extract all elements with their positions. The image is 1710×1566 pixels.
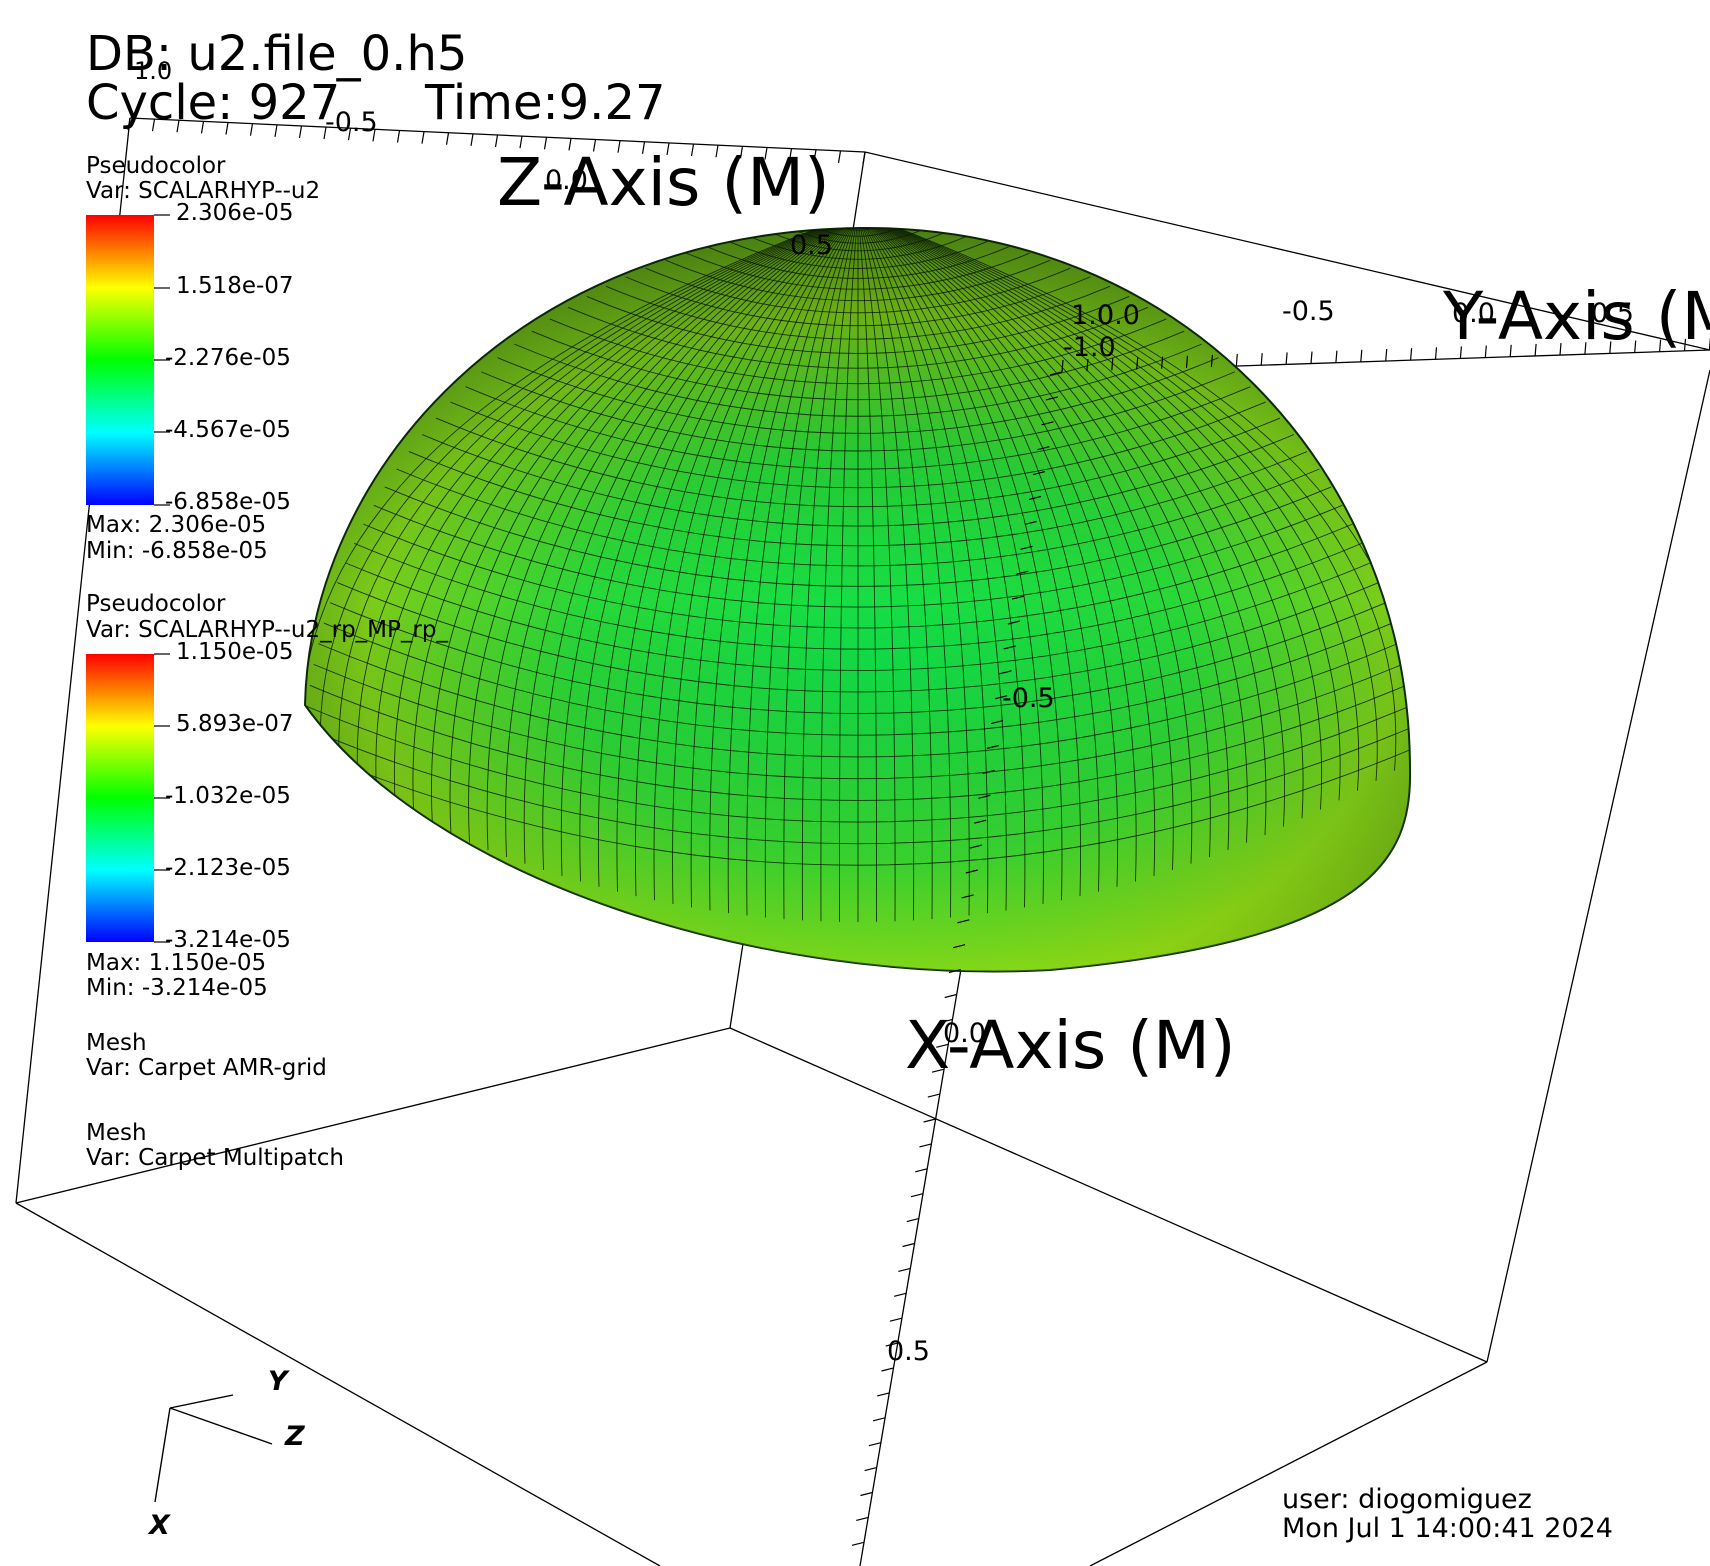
legend-2-title: Pseudocolor <box>86 591 226 617</box>
mesh-legend-1-var: Var: Carpet AMR-grid <box>86 1055 327 1081</box>
z-axis-title: Z-Axis (M) <box>497 144 830 221</box>
y-tick-label: 0.5 <box>1591 298 1634 329</box>
mesh-legend-2-title: Mesh <box>86 1120 147 1146</box>
y-tick-label: 0.0 <box>1452 298 1495 329</box>
cycle-label: Cycle: 927 <box>86 75 341 131</box>
colorbar-2 <box>86 654 154 942</box>
legend-2-var: Var: SCALARHYP--u2_rp_MP_rp_ <box>86 617 448 643</box>
legend-2-min: Min: -3.214e-05 <box>86 975 268 1001</box>
legend-1-var: Var: SCALARHYP--u2 <box>86 178 321 204</box>
legend-1-tick: -6.858e-05 <box>165 489 291 515</box>
y-tick-label: 1.0 <box>1071 300 1114 331</box>
legend-1-tick: -2.276e-05 <box>165 345 291 371</box>
z-tick-label: 0.0 <box>545 165 588 196</box>
z-tick-label: 0.5 <box>790 230 833 261</box>
y-tick-label: -0.5 <box>1282 296 1335 327</box>
legend-1-tick: -4.567e-05 <box>165 417 291 443</box>
colorbar-ticks <box>154 214 170 943</box>
colorbar-1 <box>86 215 154 505</box>
legend-2-tick: -3.214e-05 <box>165 927 291 953</box>
legend-1-tick: 2.306e-05 <box>176 200 294 226</box>
legend-1-title: Pseudocolor <box>86 153 226 179</box>
legend-2-max: Max: 1.150e-05 <box>86 950 267 976</box>
triad-x-label: X <box>149 1510 170 1541</box>
mesh-legend-2-var: Var: Carpet Multipatch <box>86 1145 344 1171</box>
y-axis-title: Y-Axis (M <box>1443 278 1710 355</box>
triad-y-label: Y <box>268 1366 288 1397</box>
x-tick-label: -1.0 <box>1063 332 1116 363</box>
x-tick-label: 0.0 <box>943 1018 986 1049</box>
y-tick-label: 0.0 <box>1097 300 1140 331</box>
user-label: user: diogomiguez <box>1282 1484 1532 1515</box>
z-tick-label: -0.5 <box>325 107 378 138</box>
timestamp-label: Mon Jul 1 14:00:41 2024 <box>1282 1513 1613 1544</box>
axis-ticks <box>127 117 1710 1546</box>
legend-2-tick: -2.123e-05 <box>165 855 291 881</box>
orientation-triad <box>154 1394 273 1503</box>
legend-2-tick: 1.150e-05 <box>176 639 294 665</box>
mesh-legend-1-title: Mesh <box>86 1030 147 1056</box>
z-tick-label: 1.0 <box>134 57 173 85</box>
x-tick-label: -0.5 <box>1002 683 1055 714</box>
x-tick-label: 0.5 <box>887 1336 930 1367</box>
legend-1-tick: 1.518e-07 <box>176 273 294 299</box>
x-axis-title: X-Axis (M) <box>905 1007 1236 1084</box>
database-label: DB: u2.file_0.h5 <box>86 26 468 82</box>
legend-1-max: Max: 2.306e-05 <box>86 512 267 538</box>
legend-2-tick: -1.032e-05 <box>165 783 291 809</box>
legend-2-tick: 5.893e-07 <box>176 711 294 737</box>
dome-surface <box>303 226 1412 973</box>
legend-1-min: Min: -6.858e-05 <box>86 538 268 564</box>
triad-z-label: Z <box>285 1421 305 1452</box>
time-label: Time:9.27 <box>425 75 666 131</box>
